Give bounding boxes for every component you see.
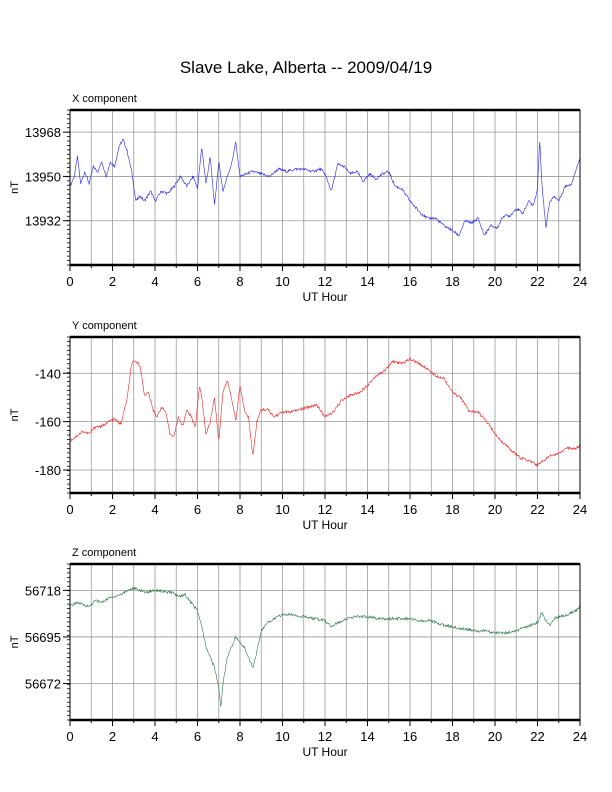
x-tick-label: 4 [151, 729, 158, 744]
x-tick-label: 6 [194, 274, 201, 289]
x-tick-label: 14 [360, 502, 374, 517]
x-tick-label: 22 [530, 502, 544, 517]
y-axis-label: nT [9, 408, 21, 421]
x-axis-label: UT Hour [302, 290, 347, 304]
series-line [69, 357, 581, 467]
y-tick-label: 56718 [25, 583, 61, 598]
x-tick-label: 12 [318, 274, 332, 289]
x-tick-label: 16 [403, 274, 417, 289]
y-tick-label: -140 [35, 366, 61, 381]
x-tick-label: 6 [194, 729, 201, 744]
x-tick-label: 24 [573, 729, 587, 744]
x-tick-label: 12 [318, 502, 332, 517]
x-tick-label: 14 [360, 729, 374, 744]
y-tick-label: 13950 [25, 169, 61, 184]
y-tick-label: -180 [35, 463, 61, 478]
y-axis-label: nT [9, 635, 21, 648]
series-line [69, 586, 581, 707]
y-tick-label: 56695 [25, 630, 61, 645]
x-tick-label: 12 [318, 729, 332, 744]
y-tick-label: -160 [35, 415, 61, 430]
x-axis-label: UT Hour [302, 518, 347, 532]
x-tick-label: 18 [445, 274, 459, 289]
x-axis-label: UT Hour [302, 745, 347, 759]
x-tick-label: 10 [275, 274, 289, 289]
y-tick-label: 56672 [25, 677, 61, 692]
panel-title: Y component [72, 320, 137, 332]
x-tick-label: 18 [445, 502, 459, 517]
x-tick-label: 18 [445, 729, 459, 744]
x-tick-label: 20 [488, 729, 502, 744]
x-tick-label: 2 [109, 502, 116, 517]
panel-title: X component [72, 93, 137, 105]
x-tick-label: 20 [488, 274, 502, 289]
x-tick-label: 4 [151, 502, 158, 517]
x-tick-label: 10 [275, 729, 289, 744]
y-tick-label: 13968 [25, 125, 61, 140]
x-tick-label: 6 [194, 502, 201, 517]
x-tick-label: 2 [109, 274, 116, 289]
x-tick-label: 16 [403, 502, 417, 517]
page-title: Slave Lake, Alberta -- 2009/04/19 [179, 58, 433, 77]
x-tick-label: 22 [530, 729, 544, 744]
x-tick-label: 4 [151, 274, 158, 289]
x-tick-label: 10 [275, 502, 289, 517]
x-tick-label: 0 [66, 274, 73, 289]
series-line [69, 138, 581, 237]
y-axis-label: nT [9, 181, 21, 194]
x-tick-label: 8 [236, 502, 243, 517]
x-tick-label: 22 [530, 274, 544, 289]
x-tick-label: 14 [360, 274, 374, 289]
x-tick-label: 0 [66, 729, 73, 744]
x-tick-label: 24 [573, 502, 587, 517]
x-tick-label: 16 [403, 729, 417, 744]
y-tick-label: 13932 [25, 214, 61, 229]
x-tick-label: 2 [109, 729, 116, 744]
x-tick-label: 8 [236, 274, 243, 289]
x-tick-label: 24 [573, 274, 587, 289]
x-tick-label: 20 [488, 502, 502, 517]
x-tick-label: 0 [66, 502, 73, 517]
panel-title: Z component [72, 547, 136, 559]
x-tick-label: 8 [236, 729, 243, 744]
